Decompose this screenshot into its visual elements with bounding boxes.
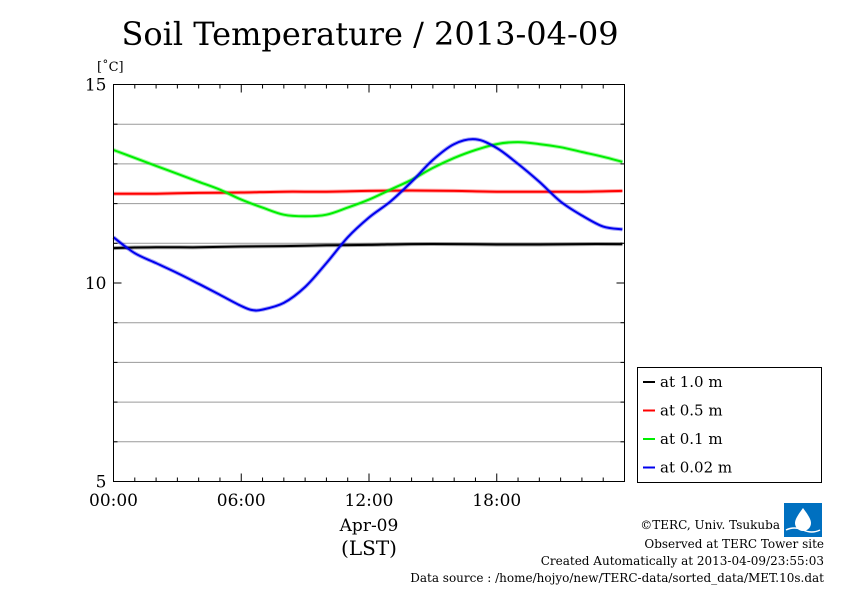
axis-ticks: 5 10 15 00:00 06:00 12:00 18:00 xyxy=(85,76,625,511)
x-tick-label: 06:00 xyxy=(217,491,266,511)
series-line-2 xyxy=(113,189,623,195)
series-line-3 xyxy=(113,141,623,218)
chart-title: Soil Temperature / 2013-04-09 xyxy=(121,15,618,53)
series-line-halo xyxy=(112,137,623,313)
series-line-4 xyxy=(112,138,623,312)
series-line-1 xyxy=(113,243,623,250)
series-lines xyxy=(112,137,623,313)
footer-observed: Observed at TERC Tower site xyxy=(644,537,824,551)
y-tick-label: 15 xyxy=(85,76,107,96)
x-tick-label: 18:00 xyxy=(472,491,521,511)
legend: at 1.0 m at 0.5 m at 0.1 m at 0.02 m xyxy=(637,367,822,483)
terc-logo xyxy=(784,503,822,537)
legend-label: at 1.0 m xyxy=(660,373,723,391)
footer-created: Created Automatically at 2013-04-09/23:5… xyxy=(541,554,824,568)
legend-label: at 0.5 m xyxy=(660,402,723,420)
y-axis-unit: [˚C] xyxy=(97,59,124,75)
wave-icon xyxy=(785,527,821,533)
y-tick-label: 10 xyxy=(85,274,107,294)
grid-lines xyxy=(113,123,625,443)
x-tick-label: 00:00 xyxy=(89,491,138,511)
footer-source: Data source : /home/hojyo/new/TERC-data/… xyxy=(410,571,824,585)
x-axis-date-label: Apr-09 xyxy=(339,516,399,536)
legend-label: at 0.02 m xyxy=(660,459,732,477)
x-tick-label: 12:00 xyxy=(345,491,394,511)
y-tick-label: 5 xyxy=(96,473,107,493)
legend-label: at 0.1 m xyxy=(660,430,723,448)
x-axis-timezone-label: (LST) xyxy=(341,536,397,560)
drop-icon xyxy=(795,508,811,531)
legend-box xyxy=(637,367,822,483)
footer-copyright: ©TERC, Univ. Tsukuba xyxy=(640,518,780,532)
